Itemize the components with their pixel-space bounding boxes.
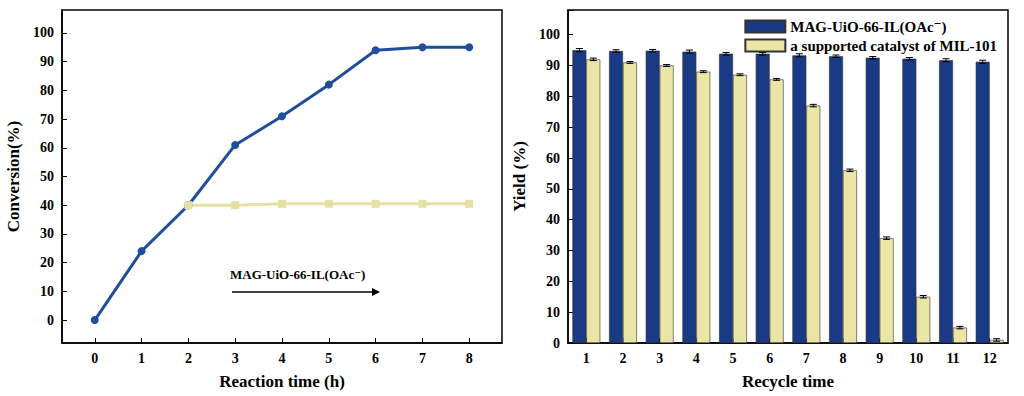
svg-text:2: 2 — [620, 351, 627, 366]
svg-text:Recycle time: Recycle time — [742, 372, 834, 391]
svg-text:100: 100 — [539, 27, 560, 42]
svg-text:3: 3 — [232, 351, 239, 366]
svg-text:90: 90 — [546, 58, 560, 73]
svg-text:10: 10 — [909, 351, 923, 366]
svg-text:40: 40 — [40, 198, 54, 213]
svg-text:2: 2 — [185, 351, 192, 366]
svg-text:60: 60 — [40, 140, 54, 155]
svg-text:3: 3 — [656, 351, 663, 366]
svg-text:9: 9 — [876, 351, 883, 366]
svg-text:30: 30 — [546, 243, 560, 258]
svg-text:10: 10 — [40, 284, 54, 299]
svg-text:40: 40 — [546, 212, 560, 227]
svg-text:10: 10 — [546, 305, 560, 320]
svg-text:30: 30 — [40, 226, 54, 241]
svg-text:50: 50 — [546, 181, 560, 196]
svg-text:4: 4 — [279, 351, 286, 366]
svg-text:80: 80 — [40, 83, 54, 98]
svg-text:6: 6 — [372, 351, 379, 366]
svg-text:Reaction time (h): Reaction time (h) — [219, 372, 345, 391]
svg-text:20: 20 — [40, 255, 54, 270]
svg-text:4: 4 — [693, 351, 700, 366]
svg-text:70: 70 — [546, 120, 560, 135]
svg-text:7: 7 — [419, 351, 426, 366]
svg-text:50: 50 — [40, 169, 54, 184]
svg-text:60: 60 — [546, 151, 560, 166]
svg-text:20: 20 — [546, 274, 560, 289]
svg-text:11: 11 — [946, 351, 959, 366]
svg-text:6: 6 — [766, 351, 773, 366]
svg-text:12: 12 — [983, 351, 997, 366]
svg-text:70: 70 — [40, 112, 54, 127]
svg-text:90: 90 — [40, 54, 54, 69]
svg-text:8: 8 — [840, 351, 847, 366]
svg-text:MAG-UiO-66-IL(OAc⁻): MAG-UiO-66-IL(OAc⁻) — [230, 267, 365, 282]
svg-text:80: 80 — [546, 89, 560, 104]
svg-text:1: 1 — [138, 351, 145, 366]
svg-text:5: 5 — [730, 351, 737, 366]
svg-text:7: 7 — [803, 351, 810, 366]
svg-text:0: 0 — [91, 351, 98, 366]
svg-text:0: 0 — [553, 336, 560, 351]
svg-text:0: 0 — [47, 313, 54, 328]
svg-text:MAG-UiO-66-IL(OAc⁻): MAG-UiO-66-IL(OAc⁻) — [790, 19, 946, 36]
svg-text:Yield (%): Yield (%) — [510, 141, 529, 212]
svg-text:5: 5 — [325, 351, 332, 366]
svg-text:Conversion(%): Conversion(%) — [4, 121, 23, 232]
svg-text:a supported catalyst of MIL-10: a supported catalyst of MIL-101 — [790, 38, 997, 54]
svg-text:8: 8 — [466, 351, 473, 366]
svg-text:1: 1 — [583, 351, 590, 366]
svg-text:100: 100 — [33, 25, 54, 40]
